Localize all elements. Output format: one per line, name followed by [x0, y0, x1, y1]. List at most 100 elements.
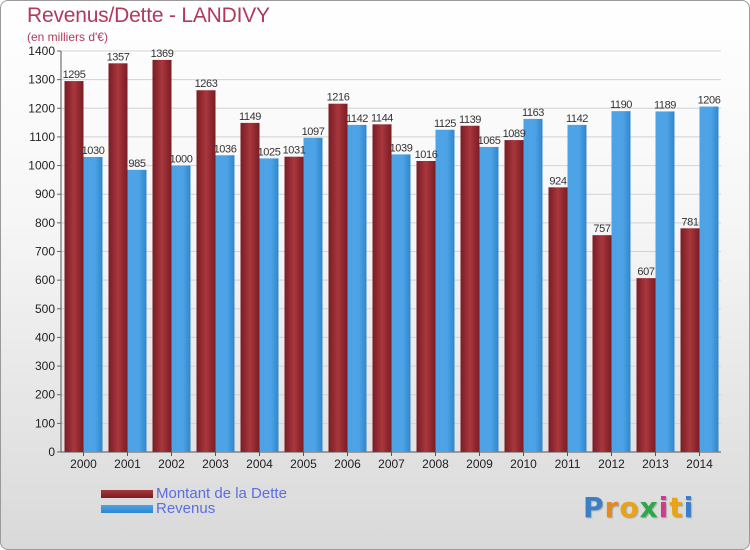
data-label-revenus: 1030: [82, 145, 105, 157]
bar-dette: [548, 187, 568, 452]
data-label-dette: 1016: [415, 149, 438, 161]
bar-dette: [108, 63, 128, 452]
y-tick-label: 400: [35, 330, 55, 344]
data-label-revenus: 1142: [346, 113, 368, 125]
x-tick-label: 2004: [246, 457, 273, 471]
bar-revenus: [259, 158, 279, 453]
bar-dette: [504, 140, 524, 452]
data-label-revenus: 1189: [654, 99, 676, 111]
logo-letter: P: [583, 491, 605, 524]
data-label-revenus: 1125: [434, 118, 456, 130]
bar-dette: [152, 59, 172, 453]
data-label-revenus: 1097: [302, 126, 325, 138]
logo-letter: i: [683, 491, 695, 524]
data-label-dette: 1216: [327, 92, 350, 104]
y-tick-label: 500: [35, 302, 55, 316]
bar-dette: [416, 160, 436, 452]
logo-letter: x: [639, 491, 659, 524]
data-label-revenus: 1065: [478, 135, 501, 147]
bar-dette: [680, 228, 700, 452]
legend-swatch-dette: [101, 490, 153, 498]
data-label-dette: 1089: [503, 128, 526, 140]
y-tick-label: 100: [35, 416, 55, 430]
data-label-revenus: 1039: [390, 142, 413, 154]
y-tick-label: 1200: [28, 101, 55, 115]
data-label-dette: 1357: [107, 51, 130, 63]
bar-revenus: [83, 156, 103, 452]
data-label-revenus: 1190: [610, 99, 632, 111]
bar-revenus: [391, 154, 411, 453]
y-tick-label: 1000: [28, 159, 55, 173]
bar-dette: [284, 156, 304, 452]
logo-letter: o: [619, 491, 640, 524]
y-tick-label: 1400: [28, 44, 55, 58]
y-tick-label: 200: [35, 388, 55, 402]
proxiti-logo: Proxiti: [583, 491, 694, 524]
legend-label-revenus: Revenus: [156, 500, 216, 517]
y-tick-label: 700: [35, 245, 55, 259]
bar-revenus: [171, 165, 191, 453]
bar-revenus: [655, 111, 675, 452]
bar-dette: [372, 124, 392, 452]
chart-title: Revenus/Dette - LANDIVY: [27, 4, 270, 27]
bar-revenus: [523, 118, 543, 452]
bar-revenus: [347, 124, 367, 453]
data-label-dette: 1144: [371, 112, 393, 124]
bar-dette: [460, 125, 480, 452]
bar-revenus: [699, 106, 719, 453]
data-label-revenus: 985: [128, 158, 145, 170]
data-label-dette: 1263: [195, 78, 218, 90]
data-label-revenus: 1036: [214, 143, 237, 155]
x-tick-label: 2013: [642, 457, 669, 471]
bar-dette: [328, 103, 348, 453]
bar-dette: [592, 235, 612, 452]
data-label-dette: 757: [593, 223, 610, 235]
y-tick-label: 300: [35, 359, 55, 373]
logo-letter: r: [604, 491, 620, 524]
bar-revenus: [479, 146, 499, 453]
bar-dette: [196, 90, 216, 452]
data-label-dette: 1139: [459, 114, 481, 126]
y-tick-label: 800: [35, 216, 55, 230]
x-tick-label: 2000: [70, 457, 97, 471]
data-label-dette: 1295: [63, 69, 86, 81]
bar-revenus: [435, 129, 455, 452]
data-label-dette: 1149: [239, 111, 261, 123]
bar-revenus: [127, 169, 147, 452]
x-tick-label: 2008: [422, 457, 449, 471]
bar-dette: [64, 81, 84, 452]
x-tick-label: 2011: [555, 457, 581, 471]
legend-label-dette: Montant de la Dette: [156, 485, 287, 502]
y-tick-label: 600: [35, 273, 55, 287]
data-label-dette: 607: [637, 266, 654, 278]
x-tick-label: 2012: [598, 457, 625, 471]
x-tick-label: 2003: [202, 457, 229, 471]
x-tick-label: 2002: [158, 457, 185, 471]
x-tick-label: 2007: [378, 457, 405, 471]
bar-revenus: [303, 137, 323, 453]
x-tick-label: 2001: [114, 457, 141, 471]
data-label-revenus: 1000: [170, 154, 193, 166]
logo-letter: t: [669, 491, 684, 524]
data-label-revenus: 1142: [566, 113, 588, 125]
data-label-revenus: 1163: [522, 107, 544, 119]
legend-swatch-revenus: [101, 505, 153, 513]
x-tick-label: 2014: [686, 457, 713, 471]
y-tick-label: 0: [48, 445, 55, 459]
data-label-dette: 1369: [151, 48, 174, 60]
data-label-dette: 924: [549, 175, 566, 187]
x-tick-label: 2009: [466, 457, 493, 471]
bar-revenus: [567, 124, 587, 453]
x-tick-label: 2006: [334, 457, 361, 471]
y-tick-label: 1300: [28, 73, 55, 87]
x-tick-label: 2010: [510, 457, 537, 471]
logo-letter: i: [658, 491, 670, 524]
bar-revenus: [611, 111, 631, 453]
data-label-dette: 1031: [283, 145, 306, 157]
chart-subtitle: (en milliers d'€): [27, 30, 108, 44]
data-label-revenus: 1025: [258, 146, 281, 158]
y-tick-label: 1100: [29, 130, 55, 144]
data-label-revenus: 1206: [698, 95, 721, 107]
bar-dette: [636, 278, 656, 452]
